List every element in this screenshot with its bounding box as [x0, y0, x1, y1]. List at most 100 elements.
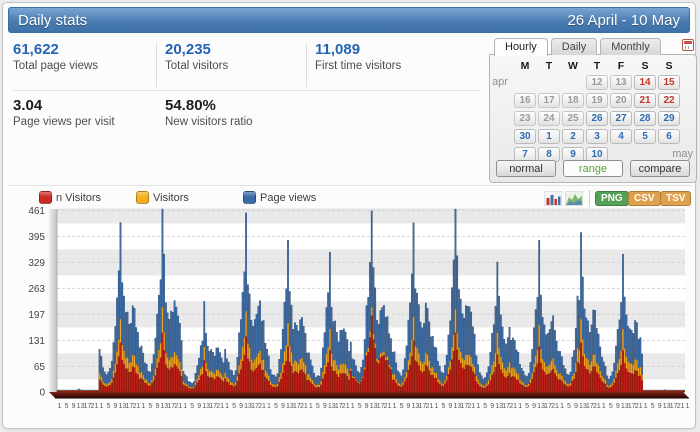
axis-wall — [49, 209, 57, 392]
day-cell-23[interactable]: 23 — [514, 111, 536, 126]
svg-text:1: 1 — [686, 403, 690, 410]
day-cell-empty — [538, 75, 560, 90]
svg-text:17: 17 — [251, 403, 259, 410]
day-cell-20[interactable]: 20 — [610, 93, 632, 108]
stat-total-visitors: 20,235 Total visitors — [165, 41, 228, 72]
svg-text:21: 21 — [91, 403, 99, 410]
day-cell-29[interactable]: 29 — [658, 111, 680, 126]
day-cell-empty — [514, 75, 536, 90]
stat-value: 20,235 — [165, 41, 211, 58]
svg-text:17: 17 — [167, 403, 175, 410]
day-cell-19[interactable]: 19 — [586, 93, 608, 108]
stats-divider — [306, 43, 307, 87]
svg-text:1: 1 — [100, 403, 104, 410]
svg-text:1: 1 — [58, 403, 62, 410]
day-cell-3[interactable]: 3 — [586, 129, 608, 144]
day-cell-empty — [562, 75, 584, 90]
svg-text:13: 13 — [77, 403, 85, 410]
day-cell-27[interactable]: 27 — [610, 111, 632, 126]
day-cell-5[interactable]: 5 — [634, 129, 656, 144]
svg-text:13: 13 — [286, 403, 294, 410]
calendar-week-row: 16 17 18 19 20 21 22 — [490, 93, 696, 108]
day-cell-28[interactable]: 28 — [634, 111, 656, 126]
export-tsv-button[interactable]: TSV — [660, 191, 692, 206]
day-cell-4[interactable]: 4 — [610, 129, 632, 144]
stats-divider — [156, 43, 157, 87]
svg-text:5: 5 — [483, 403, 487, 410]
day-cell-15[interactable]: 15 — [658, 75, 680, 90]
day-cell-2[interactable]: 2 — [562, 129, 584, 144]
day-cell-22[interactable]: 22 — [658, 93, 680, 108]
svg-text:21: 21 — [426, 403, 434, 410]
column-chart-icon[interactable] — [543, 190, 563, 207]
svg-text:17: 17 — [586, 403, 594, 410]
day-cell-6[interactable]: 6 — [658, 129, 680, 144]
range-button[interactable]: range — [563, 160, 623, 177]
calendar-icon[interactable] — [682, 39, 694, 51]
svg-text:5: 5 — [107, 403, 111, 410]
day-cell-12[interactable]: 12 — [586, 75, 608, 90]
month-label-may: may — [672, 148, 693, 160]
month-label-apr: apr — [492, 76, 508, 88]
stats-row-divider — [13, 90, 481, 91]
day-cell-26[interactable]: 26 — [586, 111, 608, 126]
tab-daily[interactable]: Daily — [550, 38, 598, 55]
tab-monthly[interactable]: Monthly — [600, 38, 661, 55]
calendar-week-row: 30 1 2 3 4 5 6 — [490, 129, 696, 144]
day-cell-30[interactable]: 30 — [514, 129, 536, 144]
day-cell-13[interactable]: 13 — [610, 75, 632, 90]
svg-text:9: 9 — [616, 403, 620, 410]
svg-text:13: 13 — [663, 403, 671, 410]
day-cell-14[interactable]: 14 — [634, 75, 656, 90]
stat-value: 54.80% — [165, 97, 216, 114]
svg-text:21: 21 — [258, 403, 266, 410]
stat-page-views-per-visit: 3.04 Page views per visit — [13, 97, 115, 128]
svg-text:13: 13 — [579, 403, 587, 410]
svg-text:5: 5 — [441, 403, 445, 410]
calendar-week-row: apr 12 13 14 15 — [490, 75, 696, 90]
svg-text:395: 395 — [28, 232, 45, 243]
svg-text:9: 9 — [365, 403, 369, 410]
y-axis-labels: 461 395 329 263 197 131 65 0 — [28, 206, 45, 399]
svg-text:263: 263 — [28, 284, 45, 295]
stat-label: New visitors ratio — [165, 116, 253, 128]
day-cell-24[interactable]: 24 — [538, 111, 560, 126]
svg-text:21: 21 — [551, 403, 559, 410]
stat-total-page-views: 61,622 Total page views — [13, 41, 98, 72]
calendar-week-row: 23 24 25 26 27 28 29 — [490, 111, 696, 126]
day-cell-1[interactable]: 1 — [538, 129, 560, 144]
svg-text:9: 9 — [323, 403, 327, 410]
svg-text:21: 21 — [300, 403, 308, 410]
day-cell-21[interactable]: 21 — [634, 93, 656, 108]
export-csv-button[interactable]: CSV — [628, 191, 661, 206]
day-cell-25[interactable]: 25 — [562, 111, 584, 126]
tab-hourly[interactable]: Hourly — [494, 38, 548, 56]
svg-text:9: 9 — [532, 403, 536, 410]
svg-text:5: 5 — [525, 403, 529, 410]
day-cell-17[interactable]: 17 — [538, 93, 560, 108]
day-cell-8[interactable]: 8 — [538, 147, 560, 162]
day-cell-16[interactable]: 16 — [514, 93, 536, 108]
svg-text:17: 17 — [502, 403, 510, 410]
svg-text:21: 21 — [593, 403, 601, 410]
svg-text:17: 17 — [125, 403, 133, 410]
svg-text:13: 13 — [244, 403, 252, 410]
area-chart-icon[interactable] — [564, 190, 584, 207]
export-png-button[interactable]: PNG — [595, 191, 629, 206]
stat-value: 3.04 — [13, 97, 43, 114]
svg-text:0: 0 — [39, 388, 45, 399]
weekday-label: S — [665, 60, 673, 72]
svg-text:5: 5 — [358, 403, 362, 410]
svg-text:13: 13 — [495, 403, 503, 410]
svg-text:17: 17 — [377, 403, 385, 410]
svg-text:197: 197 — [28, 310, 45, 321]
day-cell-18[interactable]: 18 — [562, 93, 584, 108]
compare-button[interactable]: compare — [630, 160, 690, 177]
stat-value: 11,089 — [315, 41, 361, 58]
svg-text:1: 1 — [267, 403, 271, 410]
normal-button[interactable]: normal — [496, 160, 556, 177]
